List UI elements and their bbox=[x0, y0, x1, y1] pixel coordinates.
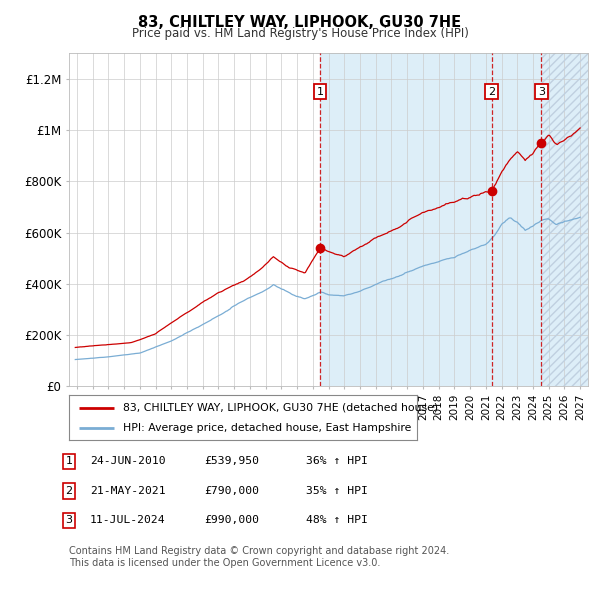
Bar bbox=[541, 53, 588, 386]
Text: 11-JUL-2024: 11-JUL-2024 bbox=[90, 516, 166, 525]
Text: 1: 1 bbox=[317, 87, 323, 97]
Text: 83, CHILTLEY WAY, LIPHOOK, GU30 7HE: 83, CHILTLEY WAY, LIPHOOK, GU30 7HE bbox=[139, 15, 461, 30]
Text: £539,950: £539,950 bbox=[204, 457, 259, 466]
Text: HPI: Average price, detached house, East Hampshire: HPI: Average price, detached house, East… bbox=[123, 423, 412, 433]
Text: 3: 3 bbox=[538, 87, 545, 97]
Text: 2: 2 bbox=[488, 87, 496, 97]
Text: Contains HM Land Registry data © Crown copyright and database right 2024.: Contains HM Land Registry data © Crown c… bbox=[69, 546, 449, 556]
Text: 1: 1 bbox=[65, 457, 73, 466]
Bar bbox=[541, 53, 588, 386]
Text: 36% ↑ HPI: 36% ↑ HPI bbox=[306, 457, 368, 466]
Text: This data is licensed under the Open Government Licence v3.0.: This data is licensed under the Open Gov… bbox=[69, 558, 380, 568]
Text: 83, CHILTLEY WAY, LIPHOOK, GU30 7HE (detached house): 83, CHILTLEY WAY, LIPHOOK, GU30 7HE (det… bbox=[123, 403, 438, 412]
Bar bbox=[320, 53, 541, 386]
Text: 35% ↑ HPI: 35% ↑ HPI bbox=[306, 486, 368, 496]
Text: 21-MAY-2021: 21-MAY-2021 bbox=[90, 486, 166, 496]
Text: 24-JUN-2010: 24-JUN-2010 bbox=[90, 457, 166, 466]
Text: £790,000: £790,000 bbox=[204, 486, 259, 496]
Text: 48% ↑ HPI: 48% ↑ HPI bbox=[306, 516, 368, 525]
Text: 3: 3 bbox=[65, 516, 73, 525]
Text: Price paid vs. HM Land Registry's House Price Index (HPI): Price paid vs. HM Land Registry's House … bbox=[131, 27, 469, 40]
Text: 2: 2 bbox=[65, 486, 73, 496]
Text: £990,000: £990,000 bbox=[204, 516, 259, 525]
